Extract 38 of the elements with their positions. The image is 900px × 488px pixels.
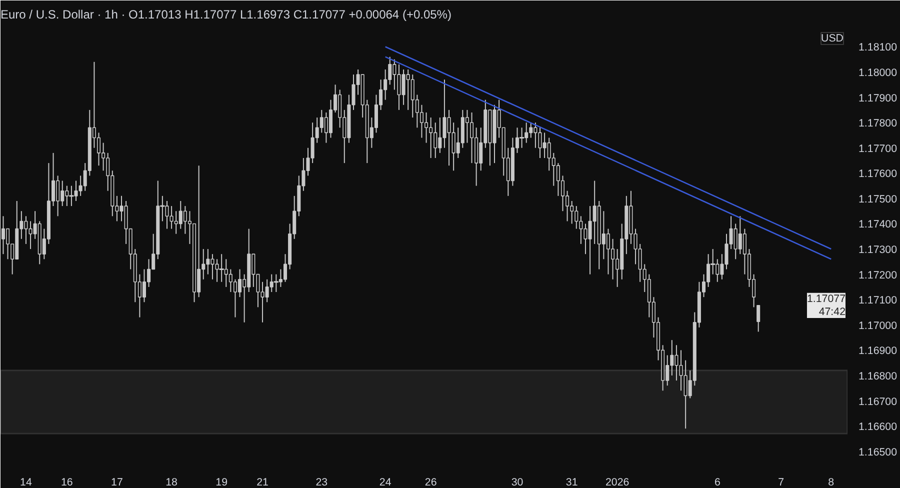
x-tick-label: 26 [424,476,437,488]
annotation: 47:42 [818,306,846,318]
y-tick-label: 1.16500 [858,446,898,458]
y-tick-label: 1.18100 [858,42,898,54]
y-tick-label: 1.16600 [858,421,898,434]
y-tick-label: 1.18000 [858,67,898,80]
y-tick-label: 1.17100 [858,294,898,307]
y-tick-label: 1.17600 [858,168,898,180]
candlestick [756,304,760,332]
x-tick-label: 23 [316,476,328,488]
annotation: 1.17077 [806,292,846,305]
y-tick-label: 1.17400 [858,218,898,231]
y-tick-label: 1.17900 [858,92,898,104]
y-tick-label: 1.17000 [858,320,898,332]
y-tick-label: 1.17200 [858,269,898,282]
x-tick-label: 17 [111,476,123,488]
y-tick-label: 1.17300 [858,244,898,256]
y-tick-label: 1.16800 [858,370,898,382]
x-tick-label: 18 [166,476,178,488]
y-tick-label: 1.17800 [858,118,898,130]
x-tick-label: 6 [714,476,720,488]
chart-title: Euro / U.S. Dollar · 1h · O1.17013 H1.17077 L1.16973 C1.17077 +0.00064 (+0.05%) [0,8,452,22]
x-tick-label: 7 [778,476,784,488]
candlestick [142,268,146,303]
y-axis-title: USD [821,32,844,44]
x-tick-label: 14 [20,476,32,488]
x-tick-label: 24 [379,476,392,488]
x-tick-label: 8 [828,476,834,488]
x-tick-label: 21 [256,476,269,488]
y-tick-label: 1.16700 [858,396,898,408]
y-tick-label: 1.17700 [858,142,898,155]
x-tick-label: 19 [216,476,228,488]
x-tick-label: 2026 [605,476,630,488]
y-tick-label: 1.17500 [858,193,898,206]
x-tick-label: 16 [60,476,73,488]
x-tick-label: 30 [511,476,524,488]
y-tick-label: 1.16900 [858,345,898,358]
x-tick-label: 31 [566,476,578,488]
